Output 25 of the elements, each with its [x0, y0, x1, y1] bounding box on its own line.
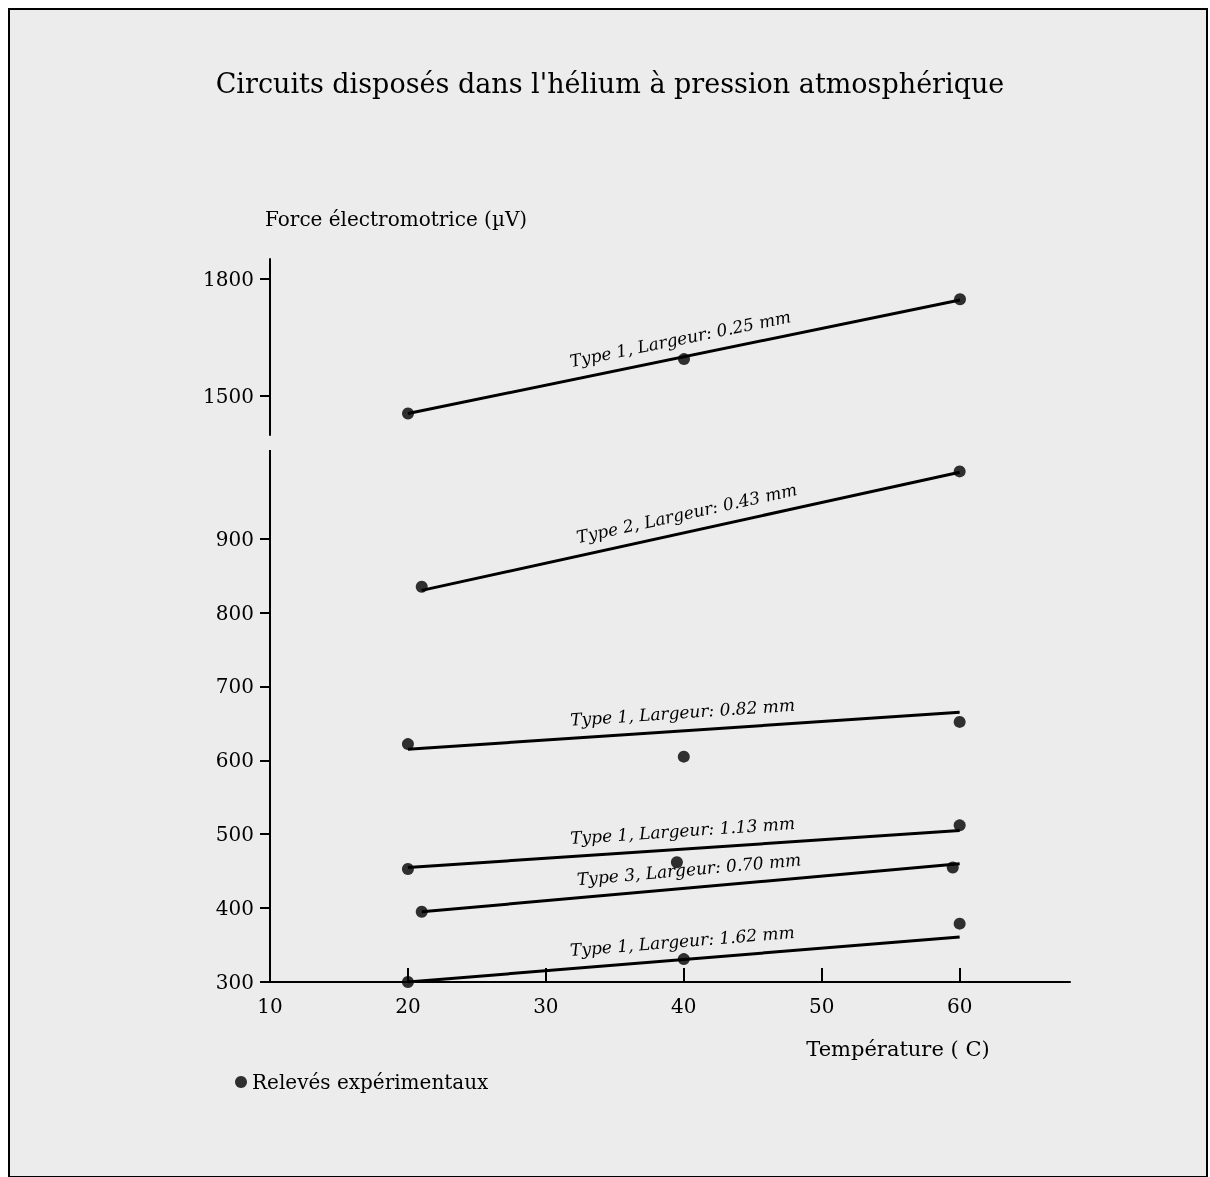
y-tick-label: 900	[215, 526, 254, 551]
chart-title: Circuits disposés dans l'hélium à pression atmosphérique	[215, 68, 1005, 99]
text: Type 2, Largeur: 0.43 mm	[574, 479, 799, 548]
series-label: Type 1, Largeur: 1.13 mm	[569, 813, 796, 849]
x-tick-label: 50	[809, 994, 835, 1018]
y-tick-label: 400	[215, 896, 254, 921]
y-tick-label: 700	[215, 674, 254, 699]
x-tick-label: 20	[395, 994, 421, 1018]
y-tick-label: 1800	[203, 266, 254, 291]
x-tick-label: 10	[257, 994, 283, 1018]
legend-label: Relevés expérimentaux	[252, 1070, 490, 1094]
text: Type 1, Largeur: 0.25 mm	[568, 306, 793, 372]
text: Type 3, Largeur: 0.70 mm	[576, 849, 802, 890]
y-tick-label: 300	[215, 970, 254, 994]
y-tick-label: 800	[215, 600, 254, 625]
y-tick-label: 1500	[203, 383, 254, 408]
x-tick-label: 60	[946, 994, 973, 1018]
y-axis-title: Force électromotrice (µV)	[265, 207, 528, 231]
x-axis-title: Température ( C)	[806, 1036, 990, 1061]
series-label: Type 1, Largeur: 0.82 mm	[569, 694, 796, 730]
x-tick-label: 40	[671, 994, 697, 1018]
x-tick-label: 30	[533, 994, 559, 1018]
y-tick-label: 500	[215, 822, 254, 847]
y-tick-label: 600	[215, 748, 254, 773]
series-label: Type 1, Largeur: 1.62 mm	[569, 921, 796, 961]
